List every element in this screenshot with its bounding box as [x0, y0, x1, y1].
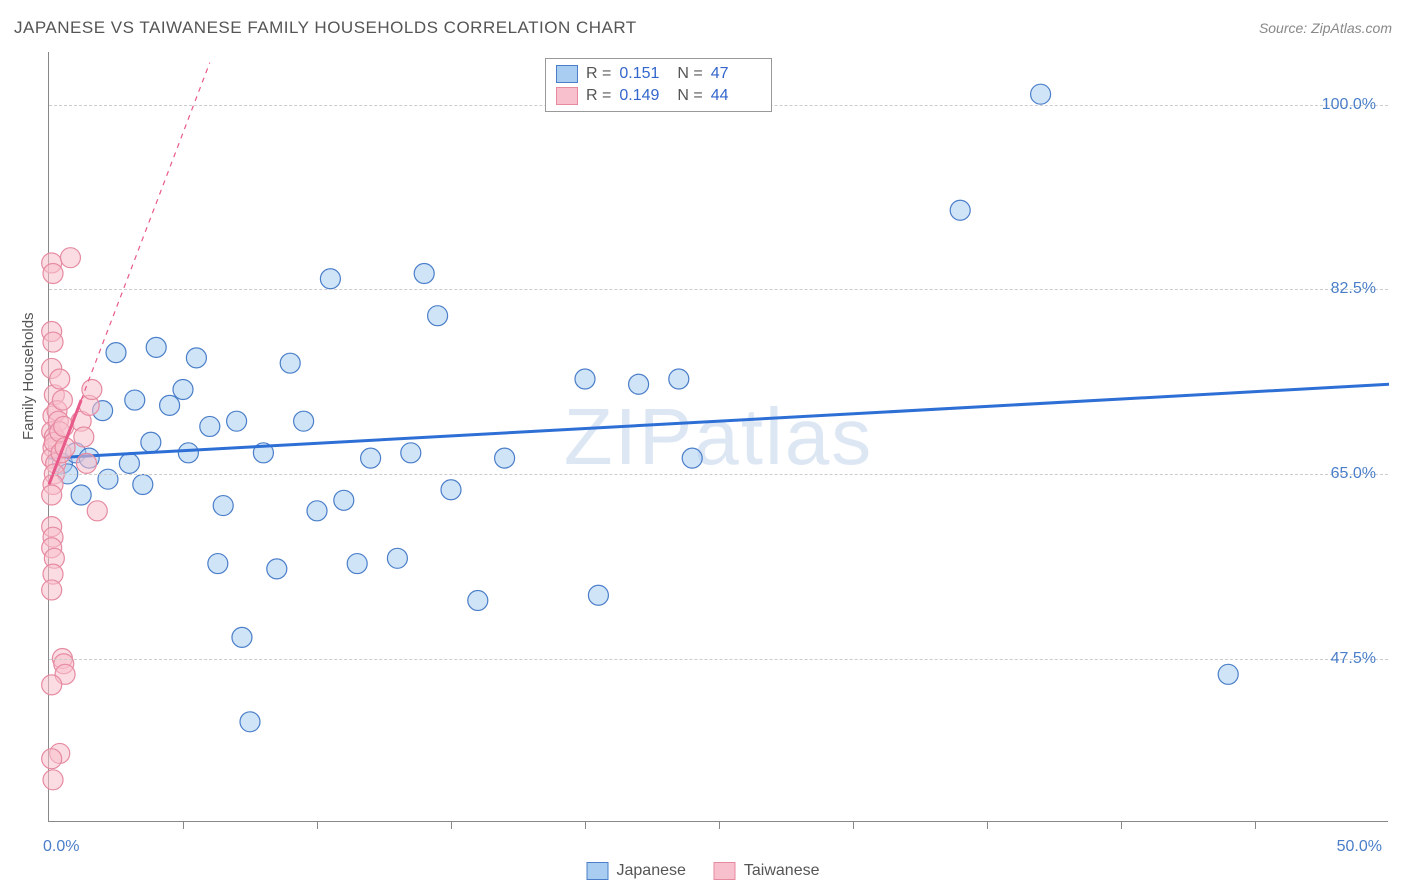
data-point	[52, 390, 72, 410]
x-tick	[1121, 821, 1122, 829]
x-tick	[987, 821, 988, 829]
legend-n-label: N =	[677, 65, 702, 83]
legend-swatch	[556, 65, 578, 83]
data-point	[208, 554, 228, 574]
chart-source: Source: ZipAtlas.com	[1259, 20, 1392, 36]
data-point	[42, 749, 62, 769]
data-point	[294, 411, 314, 431]
data-point	[428, 306, 448, 326]
gridline	[49, 659, 1388, 660]
data-point	[43, 264, 63, 284]
gridline	[49, 474, 1388, 475]
x-tick-label: 0.0%	[43, 838, 79, 856]
data-point	[347, 554, 367, 574]
scatter-svg	[49, 52, 1388, 821]
data-point	[77, 453, 97, 473]
data-point	[186, 348, 206, 368]
data-point	[387, 548, 407, 568]
data-point	[43, 770, 63, 790]
y-tick-label: 82.5%	[1331, 280, 1376, 298]
data-point	[227, 411, 247, 431]
legend-n-label: N =	[677, 87, 702, 105]
data-point	[98, 469, 118, 489]
data-point	[441, 480, 461, 500]
data-point	[240, 712, 260, 732]
data-point	[213, 496, 233, 516]
legend-series: Japanese Taiwanese	[587, 862, 820, 880]
legend-r-label: R =	[586, 65, 611, 83]
plot-area: ZIPatlas 47.5%65.0%82.5%100.0%0.0%50.0%	[48, 52, 1388, 822]
data-point	[42, 675, 62, 695]
data-point	[669, 369, 689, 389]
x-tick	[451, 821, 452, 829]
data-point	[42, 580, 62, 600]
data-point	[267, 559, 287, 579]
legend-swatch	[556, 87, 578, 105]
x-tick	[1255, 821, 1256, 829]
y-tick-label: 100.0%	[1322, 96, 1376, 114]
legend-r-value: 0.149	[619, 87, 669, 105]
data-point	[87, 501, 107, 521]
data-point	[173, 380, 193, 400]
legend-swatch	[587, 862, 609, 880]
data-point	[74, 427, 94, 447]
x-tick	[719, 821, 720, 829]
x-tick	[853, 821, 854, 829]
x-tick	[317, 821, 318, 829]
data-point	[146, 337, 166, 357]
legend-r-value: 0.151	[619, 65, 669, 83]
data-point	[119, 453, 139, 473]
legend-item: Taiwanese	[714, 862, 820, 880]
data-point	[950, 200, 970, 220]
data-point	[468, 590, 488, 610]
data-point	[42, 485, 62, 505]
legend-item: Japanese	[587, 862, 686, 880]
data-point	[43, 332, 63, 352]
data-point	[125, 390, 145, 410]
x-tick	[585, 821, 586, 829]
data-point	[307, 501, 327, 521]
data-point	[401, 443, 421, 463]
regression-line	[49, 384, 1389, 458]
data-point	[575, 369, 595, 389]
legend-swatch	[714, 862, 736, 880]
y-tick-label: 65.0%	[1331, 465, 1376, 483]
data-point	[1218, 664, 1238, 684]
data-point	[160, 395, 180, 415]
data-point	[232, 627, 252, 647]
y-axis-title: Family Households	[20, 312, 37, 440]
data-point	[320, 269, 340, 289]
y-tick-label: 47.5%	[1331, 650, 1376, 668]
legend-label: Taiwanese	[744, 862, 820, 880]
legend-label: Japanese	[617, 862, 686, 880]
data-point	[588, 585, 608, 605]
data-point	[133, 474, 153, 494]
data-point	[361, 448, 381, 468]
data-point	[334, 490, 354, 510]
data-point	[495, 448, 515, 468]
data-point	[178, 443, 198, 463]
legend-n-value: 47	[711, 65, 761, 83]
data-point	[682, 448, 702, 468]
chart-header: JAPANESE VS TAIWANESE FAMILY HOUSEHOLDS …	[14, 18, 1392, 38]
legend-r-label: R =	[586, 87, 611, 105]
data-point	[106, 343, 126, 363]
legend-row: R = 0.151 N = 47	[556, 63, 761, 85]
data-point	[414, 264, 434, 284]
legend-n-value: 44	[711, 87, 761, 105]
x-tick	[183, 821, 184, 829]
data-point	[280, 353, 300, 373]
chart-title: JAPANESE VS TAIWANESE FAMILY HOUSEHOLDS …	[14, 18, 637, 38]
data-point	[629, 374, 649, 394]
data-point	[141, 432, 161, 452]
data-point	[50, 369, 70, 389]
x-tick-label: 50.0%	[1337, 838, 1382, 856]
legend-correlation: R = 0.151 N = 47 R = 0.149 N = 44	[545, 58, 772, 112]
data-point	[200, 416, 220, 436]
data-point	[71, 485, 91, 505]
data-point	[60, 248, 80, 268]
data-point	[1031, 84, 1051, 104]
legend-row: R = 0.149 N = 44	[556, 85, 761, 107]
gridline	[49, 289, 1388, 290]
